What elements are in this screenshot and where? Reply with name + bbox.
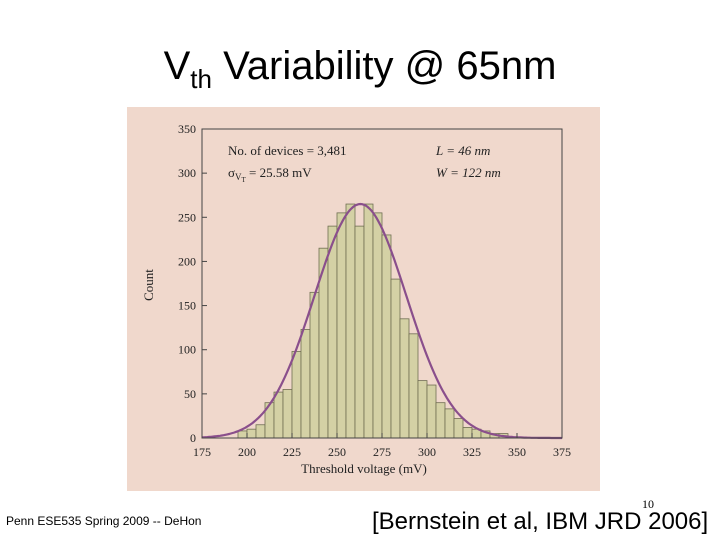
y-tick-label: 100 — [178, 343, 196, 357]
histogram-figure: 175 200 225 250 275 300 325 350 375 0 50 100 150 200 2… — [127, 107, 600, 491]
y-axis-label: Count — [141, 269, 156, 301]
x-tick-label: 175 — [193, 445, 211, 459]
footer-course: Penn ESE535 Spring 2009 -- DeHon — [6, 514, 202, 528]
histogram-bar — [390, 278, 401, 439]
histogram-bar — [354, 225, 365, 439]
histogram-bar — [282, 389, 293, 439]
histogram-bar — [336, 212, 347, 439]
histogram-bar — [408, 333, 419, 439]
x-tick-label: 350 — [508, 445, 526, 459]
histogram-bar — [435, 402, 446, 439]
y-tick-label: 300 — [178, 166, 196, 180]
histogram-chart: 175 200 225 250 275 300 325 350 375 0 50 100 150 200 2… — [141, 122, 571, 476]
histogram-bar — [327, 225, 338, 439]
histogram-bar — [237, 430, 248, 439]
length-annotation: L = 46 nm — [435, 143, 490, 158]
histogram-bar — [381, 234, 392, 439]
y-tick-label: 150 — [178, 299, 196, 313]
histogram-bar — [309, 291, 320, 439]
y-tick-label: 200 — [178, 254, 196, 268]
tick-label-group: 175 200 225 250 275 300 325 350 375 0 50 100 150 200 2… — [178, 122, 571, 459]
x-tick-label: 225 — [283, 445, 301, 459]
histogram-bar — [300, 329, 311, 439]
title-rest: Variability @ 65nm — [211, 44, 557, 88]
histogram-bar — [273, 391, 284, 439]
tick-group — [201, 128, 563, 439]
histogram-bar — [426, 384, 437, 439]
x-tick-label: 300 — [418, 445, 436, 459]
sigma-subscript: V — [235, 172, 242, 182]
histogram-bar — [444, 408, 455, 439]
width-annotation: W = 122 nm — [436, 165, 501, 180]
devices-annotation: No. of devices = 3,481 — [228, 143, 347, 158]
x-tick-label: 200 — [238, 445, 256, 459]
histogram-bar — [363, 203, 374, 439]
histogram-bar — [372, 212, 383, 439]
histogram-bar — [345, 203, 356, 439]
x-tick-label: 250 — [328, 445, 346, 459]
title-subscript: th — [190, 64, 212, 94]
sigma-subsubscript: T — [242, 176, 247, 184]
histogram-bar — [399, 318, 410, 439]
histogram-bar — [453, 418, 464, 439]
citation: [Bernstein et al, IBM JRD 2006] — [372, 508, 709, 535]
x-axis-label: Threshold voltage (mV) — [301, 461, 427, 476]
title-main: V — [163, 44, 191, 88]
gaussian-fit-curve — [201, 202, 562, 440]
y-tick-label: 250 — [178, 210, 196, 224]
x-tick-label: 325 — [463, 445, 481, 459]
page-number: 10 — [642, 497, 654, 511]
y-tick-label: 0 — [190, 431, 196, 445]
y-tick-label: 350 — [178, 122, 196, 136]
x-tick-label: 275 — [373, 445, 391, 459]
slide-title: Vth Variability @ 65nm — [0, 44, 720, 95]
histogram-bar — [291, 351, 302, 439]
sigma-value: = 25.58 mV — [246, 165, 312, 180]
sigma-annotation: σVT = 25.58 mV — [228, 165, 312, 184]
y-tick-label: 50 — [184, 387, 196, 401]
sigma-symbol: σ — [228, 165, 235, 180]
histogram-bar — [462, 427, 473, 439]
histogram-bar — [255, 424, 266, 439]
x-tick-label: 375 — [553, 445, 571, 459]
histogram-bar — [246, 428, 257, 439]
histogram-bar — [417, 380, 428, 439]
